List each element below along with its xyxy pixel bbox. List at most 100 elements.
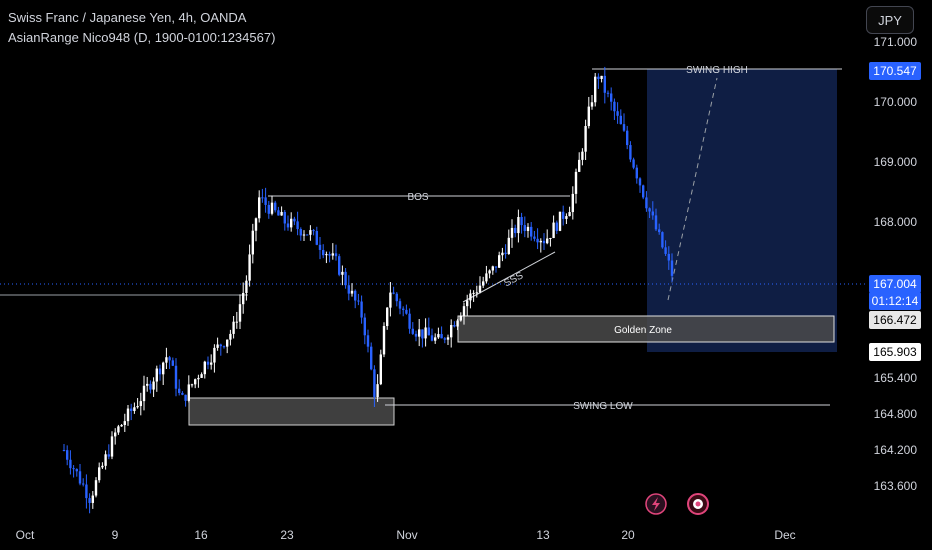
candle-body bbox=[616, 111, 619, 116]
candle-body bbox=[539, 240, 542, 243]
candle-body bbox=[210, 362, 213, 365]
candle-body bbox=[136, 406, 139, 408]
candle-body bbox=[594, 76, 597, 103]
candle-body bbox=[514, 227, 517, 234]
candle-body bbox=[146, 383, 149, 386]
candle-body bbox=[245, 280, 248, 293]
candle-body bbox=[651, 211, 654, 216]
candle-body bbox=[379, 354, 382, 385]
candle-body bbox=[238, 304, 242, 322]
candle-body bbox=[219, 344, 222, 347]
candle-body bbox=[523, 225, 526, 231]
target-icon[interactable] bbox=[687, 493, 709, 515]
candle-body bbox=[98, 467, 101, 481]
candle-body bbox=[440, 334, 443, 339]
time-tick: 13 bbox=[536, 528, 550, 542]
candle-body bbox=[437, 334, 440, 338]
candle-body bbox=[72, 468, 75, 470]
candle-body bbox=[546, 238, 549, 244]
candle-body bbox=[456, 320, 459, 327]
bos-label: BOS bbox=[407, 192, 428, 203]
candle-body bbox=[360, 301, 363, 318]
candle-body bbox=[235, 321, 238, 323]
time-tick: 20 bbox=[621, 528, 635, 542]
candle-body bbox=[654, 215, 658, 230]
price-axis-ticks: 171.000 170.000 169.000 168.000 165.400 164.8… bbox=[874, 35, 918, 493]
candle-body bbox=[581, 151, 584, 160]
candle-body bbox=[498, 255, 501, 268]
candle-body bbox=[568, 212, 571, 217]
candle-body bbox=[510, 227, 514, 238]
candle-body bbox=[162, 362, 165, 375]
candle-body bbox=[165, 357, 168, 363]
candle-body bbox=[114, 432, 117, 437]
candle-body bbox=[341, 271, 344, 275]
candle-body bbox=[597, 76, 600, 79]
candle-body bbox=[376, 384, 379, 398]
candle-body bbox=[354, 290, 357, 301]
time-tick: 23 bbox=[280, 528, 294, 542]
candle-body bbox=[168, 357, 171, 361]
candle-body bbox=[203, 361, 206, 375]
candle-body bbox=[402, 308, 405, 310]
candle-body bbox=[344, 271, 347, 286]
time-tick: Nov bbox=[396, 528, 417, 542]
candle-body bbox=[194, 379, 197, 385]
candle-body bbox=[187, 384, 190, 401]
swing-low-box bbox=[188, 397, 395, 426]
candle-body bbox=[542, 240, 546, 244]
candle-body bbox=[75, 469, 78, 472]
candle-body bbox=[389, 292, 392, 308]
candle-body bbox=[600, 75, 603, 79]
candle-body bbox=[645, 197, 648, 209]
candle-body bbox=[626, 130, 629, 146]
candle-body bbox=[555, 222, 558, 231]
candle-body bbox=[494, 266, 498, 268]
candle-body bbox=[629, 145, 632, 160]
swing-high-label: SWING HIGH bbox=[686, 65, 748, 76]
price-tick: 169.000 bbox=[874, 155, 918, 169]
candle-body bbox=[482, 281, 485, 286]
candle-body bbox=[446, 337, 450, 340]
candle-body bbox=[392, 292, 395, 294]
lightning-icon[interactable] bbox=[645, 493, 667, 515]
candle-body bbox=[296, 221, 299, 230]
candle-body bbox=[248, 254, 251, 281]
candle-body bbox=[661, 232, 664, 248]
candle-body bbox=[664, 247, 667, 254]
candle-body bbox=[411, 328, 414, 334]
candle-body bbox=[117, 426, 120, 433]
price-tick: 168.000 bbox=[874, 215, 918, 229]
candle-body bbox=[526, 226, 530, 231]
candle-body bbox=[94, 480, 98, 496]
candle-body bbox=[357, 300, 360, 302]
candle-body bbox=[299, 229, 302, 236]
candle-body bbox=[434, 337, 437, 341]
candle-body bbox=[315, 230, 318, 245]
candle-body bbox=[216, 344, 219, 348]
candle-body bbox=[443, 338, 446, 340]
price-tick: 164.200 bbox=[874, 443, 918, 457]
candle-body bbox=[408, 313, 411, 329]
candle-body bbox=[222, 346, 226, 348]
candle-body bbox=[261, 197, 264, 199]
candle-body bbox=[126, 408, 130, 422]
candle-body bbox=[206, 361, 210, 365]
candle-body bbox=[267, 204, 270, 214]
candle-body bbox=[174, 365, 178, 389]
candle-body bbox=[82, 483, 85, 485]
candle-body bbox=[414, 333, 418, 337]
candle-body bbox=[405, 309, 408, 314]
candle-body bbox=[290, 218, 293, 228]
candle-body bbox=[184, 394, 187, 401]
candle-body bbox=[258, 197, 261, 219]
candle-body bbox=[485, 273, 488, 282]
indicator-label[interactable]: AsianRange Nico948 (D, 1900-0100:1234567… bbox=[8, 30, 276, 45]
candle-body bbox=[370, 346, 373, 370]
candle-body bbox=[251, 230, 254, 255]
candle-body bbox=[632, 159, 635, 168]
candle-body bbox=[648, 208, 651, 212]
currency-button[interactable]: JPY bbox=[866, 6, 914, 34]
candle-body bbox=[107, 454, 110, 457]
